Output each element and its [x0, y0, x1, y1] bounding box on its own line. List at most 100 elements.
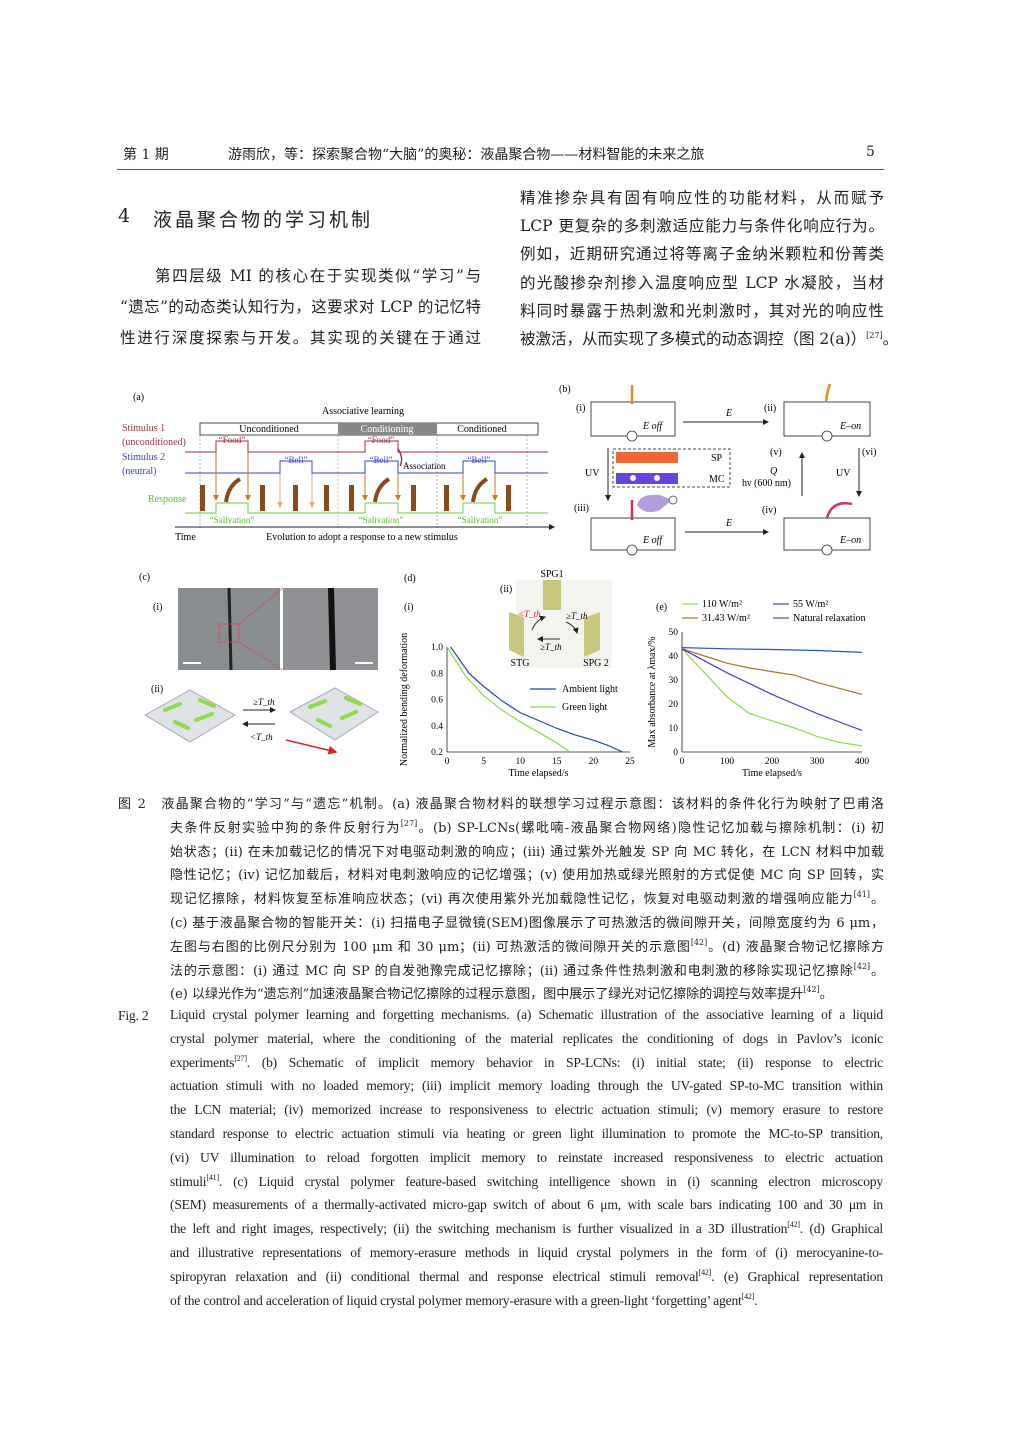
line-text: (SEM) measurements of a thermally-activa… — [170, 1197, 883, 1213]
line-text: 始状态；(ii) 在未加载记忆的情况下对电驱动刺激的响应；(iii) 通过紫外光… — [170, 844, 884, 860]
header-rule — [117, 169, 884, 170]
stimulus1-label: Stimulus 1 — [122, 423, 165, 434]
panel-c: (c) (i) (ii) ≥T_th <T_th — [139, 572, 379, 755]
section-number: 4 — [118, 205, 131, 227]
line-text: 被激活，从而实现了多模式的动态调控（图 2(a)） — [520, 330, 867, 348]
citation: [27] — [400, 818, 418, 828]
chart-e-absorbance: 0 100 200 300 400 0 10 20 30 40 50 Time elapsed/s Ma… — [647, 599, 869, 779]
text-line: 精准掺杂具有固有响应性的功能材料，从而赋予 — [520, 186, 884, 208]
text-line: 性进行深度探索与开发。其实现的关键在于通过 — [120, 326, 481, 348]
mc-label: MC — [709, 474, 725, 485]
panel-d: (d) (i) (ii) SPG1 STG SPG 2 <T_th ≥T_th … — [404, 569, 612, 669]
series-line — [446, 646, 571, 753]
line-text: 的光酸掺杂剂掺入温度响应型 LCP 水凝胶，当材 — [520, 273, 884, 292]
y-tick-label: 30 — [669, 676, 679, 686]
text-line: (c) 基于液晶聚合物的智能开关：(i) 扫描电子显微镜(SEM)图像展示了可热… — [170, 912, 884, 931]
text-line: 第四层级 MI 的核心在于实现类似“学习”与 — [155, 264, 481, 286]
series-line — [450, 646, 623, 753]
citation: [41] — [853, 890, 870, 900]
uv-label-1: UV — [585, 468, 600, 479]
line-text: 精准掺杂具有固有响应性的功能材料，从而赋予 — [520, 189, 884, 207]
series-line — [681, 648, 863, 747]
y-tick-label: 50 — [669, 628, 679, 638]
c-ge-threshold: ≥T_th — [253, 697, 275, 707]
panel-c-label: (c) — [139, 572, 150, 583]
text-line: 例如，近期研究通过将等离子金纳米颗粒和份菁类 — [520, 242, 884, 264]
citation: [27] — [234, 1053, 247, 1063]
line-text: LCP 更复杂的多刺激适应能力与条件化响应行为。 — [520, 217, 884, 236]
x-tick-label: 200 — [765, 757, 780, 767]
y-tick-label: 1.0 — [431, 643, 443, 653]
bell-label-2: “Bell” — [370, 455, 393, 465]
y-tick-label: 0.2 — [431, 748, 443, 758]
e-on-1: E–on — [839, 421, 861, 432]
line-text: the left and right images, respectively;… — [170, 1221, 788, 1237]
e-arrow-label-2: E — [725, 518, 732, 529]
series-line — [681, 647, 863, 653]
text-line: spiropyran relaxation and (ii) condition… — [170, 1267, 883, 1285]
line-text: of the control and acceleration of liqui… — [170, 1292, 742, 1308]
salivation-label-3: “Salivation” — [458, 515, 503, 525]
y-tick-label: 40 — [669, 652, 679, 662]
line-text: 隐性记忆；(iv) 记忆加载后，材料对电刺激响应的记忆增强；(v) 使用加热或绿… — [170, 868, 884, 884]
switch-3d-right — [289, 687, 379, 741]
line-text: (vi) UV illumination to reload forgotten… — [170, 1149, 883, 1165]
citation: [42] — [787, 1220, 800, 1230]
text-line: “遗忘”的动态类认知行为，这要求对 LCP 的记忆特 — [120, 295, 481, 317]
line-text-tail: 。 — [870, 963, 884, 979]
panel-d-label: (d) — [404, 573, 416, 584]
line-text-tail: . (c) Liquid crystal polymer feature-bas… — [218, 1173, 883, 1189]
e-on-2: E–on — [839, 535, 861, 546]
text-line: 的光酸掺杂剂掺入温度响应型 LCP 水凝胶，当材 — [520, 271, 884, 293]
series-line — [681, 648, 863, 731]
line-text: actuation stimuli with no loaded memory;… — [170, 1078, 883, 1094]
running-title: 游雨欣，等：探索聚合物“大脑”的奥秘：液晶聚合物——材料智能的未来之旅 — [228, 147, 705, 163]
panel-e-label: (e) — [656, 602, 667, 613]
e-off-2: E off — [642, 535, 663, 546]
line-text-tail: 。 — [870, 892, 884, 908]
spg1-label: SPG1 — [540, 569, 563, 580]
line-text-tail: . (e) Graphical representation — [711, 1268, 883, 1284]
text-line: and illustrative representations of memo… — [170, 1245, 883, 1261]
b-vi: (vi) — [862, 447, 876, 458]
panel-b: (b) (i) (ii) (iii) (iv) (v) (vi) E off E… — [559, 383, 876, 556]
x-tick-label: 20 — [589, 757, 599, 767]
x-tick-label: 0 — [445, 757, 450, 767]
food-label-1: “Food” — [219, 435, 246, 445]
chart-d-bending: 0 5 10 15 20 25 0.2 0.4 0.6 0.8 1.0 Time elapsed/s N… — [399, 633, 635, 779]
panel-a: (a) Associative learning Unconditioned C… — [122, 392, 555, 543]
y-tick-label: 0 — [673, 748, 678, 758]
line-text: (e) 以绿光作为“遗忘剂”加速液晶聚合物记忆擦除的过程示意图，图中展示了绿光对… — [170, 987, 804, 1003]
sp-label: SP — [711, 453, 723, 464]
text-line: 始状态；(ii) 在未加载记忆的情况下对电驱动刺激的响应；(iii) 通过紫外光… — [170, 841, 884, 860]
y-tick-label: 10 — [669, 724, 679, 734]
x-tick-label: 25 — [625, 757, 635, 767]
x-axis-label: Time elapsed/s — [742, 768, 802, 779]
page-number: 5 — [866, 144, 875, 160]
text-line: 料同时暴露于热刺激和光刺激时，其对光的响应性 — [520, 299, 884, 321]
y-axis-label: Normalized bending deformation — [399, 633, 410, 766]
x-axis-label: Time elapsed/s — [509, 768, 569, 779]
y-tick-label: 0.6 — [431, 696, 443, 706]
line-text: 左图与右图的比例尺分别为 100 μm 和 30 μm；(ii) 可热激活的微间… — [170, 939, 691, 955]
panel-b-label: (b) — [559, 384, 571, 395]
x-tick-label: 5 — [481, 757, 486, 767]
line-text: crystal polymer material, where the cond… — [170, 1030, 883, 1046]
spg2-label: SPG 2 — [583, 658, 609, 669]
text-line: 夫条件反射实验中狗的条件反射行为[27]。(b) SP-LCNs(螺吡喃-液晶聚… — [170, 817, 884, 836]
x-tick-label: 300 — [810, 757, 825, 767]
citation: [42] — [698, 1267, 712, 1277]
issue-label: 第 1 期 — [123, 147, 169, 163]
line-text: 图 2 液晶聚合物的“学习”与“遗忘”机制。(a) 液晶聚合物材料的联想学习过程… — [118, 797, 884, 812]
text-line: experiments[27]. (b) Schematic of implic… — [170, 1053, 883, 1071]
stimulus1-sub: (unconditioned) — [122, 437, 186, 448]
stimulus2-label: Stimulus 2 — [122, 452, 165, 463]
text-line: the left and right images, respectively;… — [170, 1221, 883, 1237]
panel-a-label: (a) — [133, 392, 144, 403]
legend-label: Green light — [562, 702, 607, 713]
response-label: Response — [148, 494, 187, 505]
legend-label: 55 W/m² — [793, 599, 828, 610]
evolution-label: Evolution to adopt a response to a new s… — [266, 532, 458, 543]
line-text: the LCN material; (iv) memorized increas… — [170, 1102, 883, 1118]
line-text-tail: 。(b) SP-LCNs(螺吡喃-液晶聚合物网络)隐性记忆加载与擦除机制：(i)… — [417, 820, 884, 836]
